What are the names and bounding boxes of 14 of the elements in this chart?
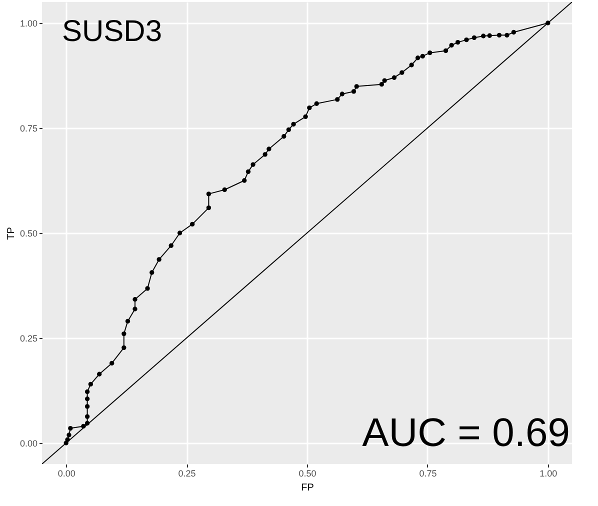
x-tick-label: 0.25 [178,468,196,478]
x-tick-label: 1.00 [540,468,558,478]
y-tick-label: 0.75 [20,124,38,134]
x-tick-label: 0.00 [58,468,76,478]
x-axis-title: FP [301,482,314,494]
y-axis-title: TP [6,226,17,240]
y-tick-label: 1.00 [20,18,38,28]
x-tick-label: 0.75 [419,468,437,478]
annotation: SUSD3 [62,15,162,48]
x-tick-label: 0.50 [298,468,316,478]
y-tick-label: 0.00 [20,438,38,448]
annotation: AUC = 0.69 [362,411,570,455]
y-tick-label: 0.50 [20,228,38,238]
y-tick-label: 0.25 [20,334,38,344]
